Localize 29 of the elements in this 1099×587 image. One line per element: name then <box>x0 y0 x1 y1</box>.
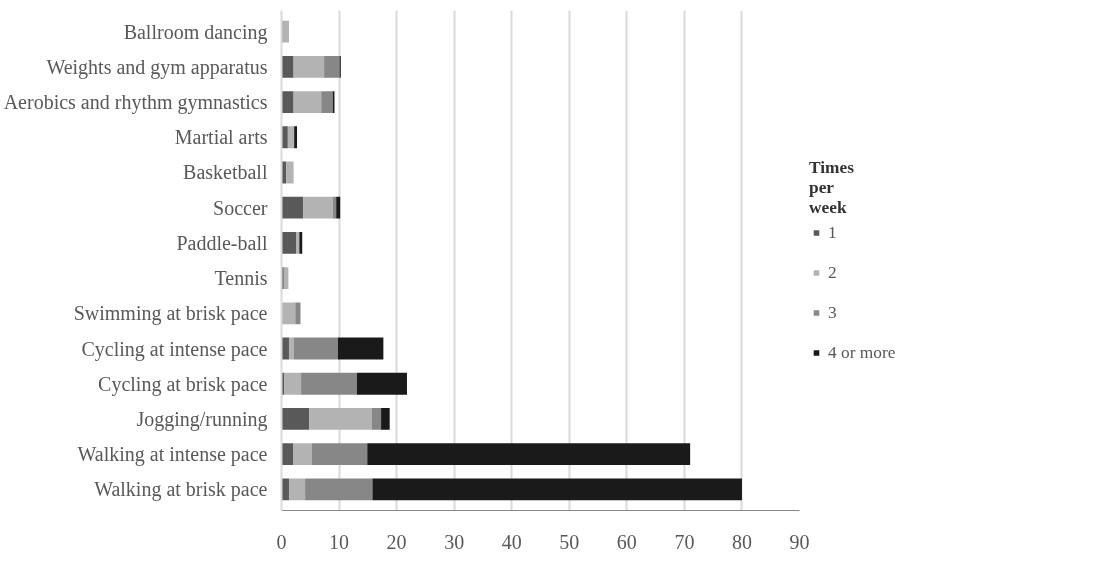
x-tick-label: 50 <box>559 530 580 553</box>
legend-label: 2 <box>828 262 838 283</box>
y-tick-label: Martial arts <box>174 126 268 149</box>
x-tick-label: 30 <box>444 530 465 553</box>
y-tick-label: Basketball <box>183 161 268 184</box>
legend-label: 3 <box>828 302 838 323</box>
x-tick-label: 40 <box>501 530 522 553</box>
legend-label: 4 or more <box>828 342 896 363</box>
y-tick-label: Swimming at brisk pace <box>73 302 268 326</box>
y-tick-label: Cycling at intense pace <box>81 337 268 361</box>
legend-title: Times per week <box>809 157 855 218</box>
x-tick-label: 90 <box>789 530 810 553</box>
y-tick-label: Paddle-ball <box>176 231 268 254</box>
x-tick-label: 70 <box>674 530 695 553</box>
x-tick-label: 20 <box>386 530 407 553</box>
legend-label: 1 <box>828 222 838 243</box>
y-tick-label: Jogging/running <box>136 407 268 431</box>
x-tick-label: 60 <box>616 530 637 553</box>
y-tick-label: Walking at intense pace <box>77 443 268 467</box>
x-tick-label: 0 <box>276 530 287 553</box>
y-tick-label: Walking at brisk pace <box>94 478 268 502</box>
y-tick-label: Aerobics and rhythm gymnastics <box>3 91 268 115</box>
x-tick-label: 10 <box>329 530 350 553</box>
y-tick-label: Weights and gym apparatus <box>46 55 268 79</box>
y-tick-label: Tennis <box>214 267 268 290</box>
y-tick-label: Cycling at brisk pace <box>98 372 268 396</box>
x-tick-label: 80 <box>731 530 752 553</box>
y-tick-label: Soccer <box>213 196 268 219</box>
y-tick-label: Ballroom dancing <box>123 20 268 44</box>
